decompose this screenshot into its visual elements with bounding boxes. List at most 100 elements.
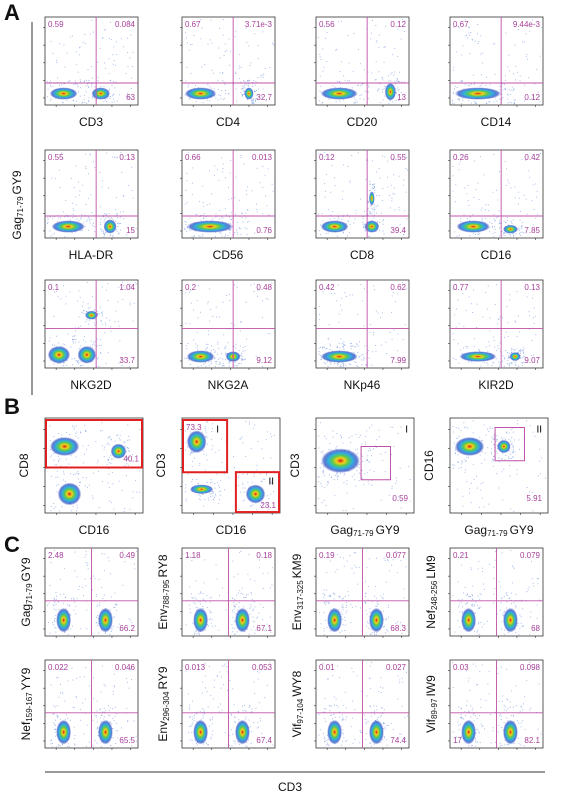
quadrant-value: 0.55 bbox=[390, 153, 406, 162]
event-dot bbox=[502, 234, 504, 236]
event-dot bbox=[515, 594, 517, 596]
event-dot bbox=[372, 187, 374, 189]
event-dot bbox=[202, 201, 204, 203]
event-dot bbox=[473, 338, 475, 340]
event-dot bbox=[82, 594, 84, 596]
event-dot bbox=[221, 665, 223, 667]
event-dot bbox=[202, 592, 204, 594]
event-dot bbox=[340, 744, 342, 746]
event-dot bbox=[509, 464, 511, 466]
event-dot bbox=[215, 495, 217, 497]
event-dot bbox=[378, 436, 380, 438]
event-dot bbox=[340, 304, 342, 306]
event-dot bbox=[535, 334, 537, 336]
event-dot bbox=[499, 316, 501, 318]
event-dot bbox=[67, 333, 69, 335]
event-dot bbox=[493, 340, 495, 342]
event-dot bbox=[373, 217, 375, 219]
event-dot bbox=[453, 26, 455, 28]
event-dot bbox=[120, 727, 122, 729]
event-dot bbox=[220, 438, 222, 440]
event-dot bbox=[470, 567, 472, 569]
event-dot bbox=[87, 173, 89, 175]
event-dot bbox=[76, 677, 78, 679]
event-dot bbox=[390, 73, 392, 75]
event-dot bbox=[53, 503, 55, 505]
event-dot bbox=[366, 458, 368, 460]
event-dot bbox=[509, 457, 511, 459]
event-dot bbox=[330, 449, 332, 451]
event-dot bbox=[496, 100, 498, 102]
event-dot bbox=[527, 588, 529, 590]
event-dot bbox=[369, 183, 371, 185]
event-dot bbox=[361, 300, 363, 302]
event-dot bbox=[208, 666, 210, 668]
event-dot bbox=[91, 83, 93, 85]
event-dot bbox=[73, 187, 75, 189]
event-dot bbox=[349, 342, 351, 344]
event-dot bbox=[501, 98, 503, 100]
event-dot bbox=[499, 98, 501, 100]
event-dot bbox=[83, 222, 85, 224]
event-dot bbox=[326, 153, 328, 155]
event-dot bbox=[369, 190, 371, 192]
event-dot bbox=[221, 90, 223, 92]
event-dot bbox=[369, 331, 371, 333]
event-dot bbox=[367, 201, 369, 203]
event-dot bbox=[127, 458, 129, 460]
event-dot bbox=[538, 96, 540, 98]
event-dot bbox=[91, 19, 93, 21]
event-dot bbox=[58, 460, 60, 462]
event-dot bbox=[199, 464, 201, 466]
event-dot bbox=[78, 290, 80, 292]
event-dot bbox=[471, 709, 473, 711]
event-dot bbox=[213, 349, 215, 351]
event-dot bbox=[127, 464, 129, 466]
event-dot bbox=[330, 362, 332, 364]
event-dot bbox=[381, 596, 383, 598]
event-dot bbox=[204, 741, 206, 743]
event-dot bbox=[369, 180, 371, 182]
event-dot bbox=[466, 602, 468, 604]
event-dot bbox=[396, 572, 398, 574]
event-dot bbox=[494, 226, 496, 228]
event-dot bbox=[113, 607, 115, 609]
label-main: Gag bbox=[330, 523, 353, 537]
event-dot bbox=[212, 492, 214, 494]
event-dot bbox=[265, 628, 267, 630]
event-dot bbox=[365, 609, 367, 611]
event-dot bbox=[60, 298, 62, 300]
event-dot bbox=[452, 464, 454, 466]
event-dot bbox=[494, 588, 496, 590]
event-dot bbox=[66, 99, 68, 101]
event-dot bbox=[86, 281, 88, 283]
event-dot bbox=[398, 206, 400, 208]
event-dot bbox=[366, 621, 368, 623]
event-dot bbox=[118, 480, 120, 482]
event-dot bbox=[205, 429, 207, 431]
quadrant-value: 0.027 bbox=[386, 663, 407, 672]
event-dot bbox=[352, 717, 354, 719]
event-dot bbox=[109, 218, 111, 220]
event-dot bbox=[115, 81, 117, 83]
event-dot bbox=[357, 84, 359, 86]
event-dot bbox=[324, 738, 326, 740]
event-dot bbox=[365, 436, 367, 438]
event-dot bbox=[234, 716, 236, 718]
event-dot bbox=[76, 360, 78, 362]
event-dot bbox=[532, 224, 534, 226]
event-dot bbox=[250, 448, 252, 450]
event-dot bbox=[262, 213, 264, 215]
event-dot bbox=[210, 350, 212, 352]
quadrant-value: 68.3 bbox=[390, 624, 406, 633]
event-dot bbox=[232, 688, 234, 690]
event-dot bbox=[363, 226, 365, 228]
event-dot bbox=[252, 98, 254, 100]
event-dot bbox=[192, 167, 194, 169]
event-dot bbox=[362, 225, 364, 227]
event-dot bbox=[341, 366, 343, 368]
event-dot bbox=[379, 177, 381, 179]
event-dot bbox=[452, 731, 454, 733]
event-dot bbox=[207, 334, 209, 336]
event-dot bbox=[461, 353, 463, 355]
